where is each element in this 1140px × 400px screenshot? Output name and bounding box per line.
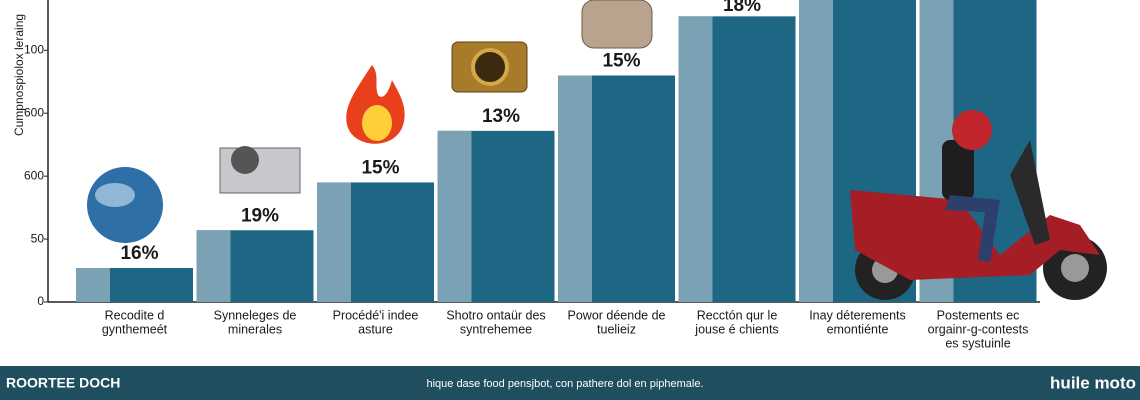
rider-legs: [945, 195, 1000, 262]
x-tick-label: Shotro ontaür des: [446, 308, 545, 322]
footer-left: ROORTEE DOCH: [6, 375, 120, 391]
footer-right: huile moto: [1050, 373, 1136, 392]
x-tick-label: gynthemeét: [102, 322, 168, 336]
wheel-hub: [1061, 254, 1089, 282]
bar-highlight: [196, 230, 231, 302]
x-tick-label: Recctón qur le: [697, 308, 778, 322]
x-tick-label: orgainr-g-contests: [928, 322, 1029, 336]
bar-highlight: [678, 16, 713, 302]
annotation: 15%: [602, 51, 640, 72]
x-tick-label: es systuinle: [945, 336, 1010, 350]
x-tick-label: Postements ec: [937, 308, 1020, 322]
bar-highlight: [76, 268, 110, 302]
icons: [87, 0, 653, 243]
scooter-body: [850, 190, 1100, 280]
globe-highlight: [95, 183, 135, 207]
annotation: 15%: [361, 157, 399, 178]
y-tick-label: 100: [24, 43, 44, 57]
annotation: 13%: [482, 106, 520, 127]
x-tick-label: Procédé'i indee: [333, 308, 419, 322]
scooter-illustration: [850, 110, 1107, 300]
rider-torso: [942, 140, 974, 200]
x-tick-label: Recodite d: [105, 308, 165, 322]
x-tick-label: Inay déterements: [809, 308, 906, 322]
footer-band: [0, 366, 1140, 400]
scooter-fork: [1010, 140, 1050, 245]
x-tick-label: emontiénte: [827, 322, 889, 336]
bag-icon: [581, 0, 653, 49]
y-tick-label: 600: [24, 168, 44, 182]
y-axis-label: Cumpnospiolox leraing: [12, 14, 26, 136]
device-part: [231, 146, 259, 174]
x-tick-label: asture: [358, 322, 393, 336]
bar-highlight: [558, 75, 592, 302]
rider-helmet: [952, 110, 992, 150]
annotation: 18%: [723, 0, 761, 16]
y-tick-label: 50: [31, 231, 45, 245]
x-tick-label: syntrehemee: [460, 322, 532, 336]
x-tick-label: minerales: [228, 322, 282, 336]
x-tick-label: Powor déende de: [568, 308, 666, 322]
camera-lens: [471, 48, 509, 86]
x-tick-label: tuelieiz: [597, 322, 636, 336]
bar-highlight: [799, 0, 833, 302]
bar-highlight: [317, 182, 351, 302]
y-tick-label: 0: [37, 294, 44, 308]
footer-center: hique dase food pensjbot, con pathere do…: [426, 378, 703, 390]
annotation: 19%: [241, 205, 279, 226]
y-tick-label: 600: [24, 105, 44, 119]
flame-core: [362, 105, 392, 141]
x-tick-label: Synneleges de: [214, 308, 297, 322]
device-icon: [219, 147, 301, 194]
bar-highlight: [437, 130, 472, 302]
annotation: 16%: [120, 243, 158, 264]
x-tick-label: jouse é chients: [694, 322, 778, 336]
